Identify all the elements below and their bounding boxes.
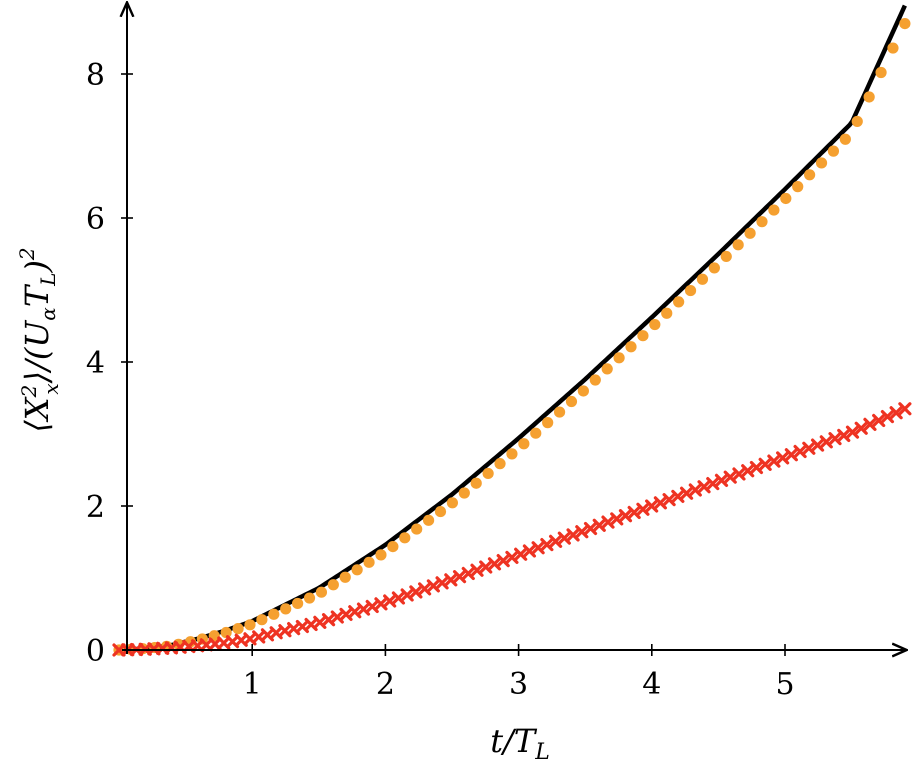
series-dot-point	[339, 571, 351, 583]
series-dot-point	[863, 91, 875, 103]
series-dot-point	[768, 204, 780, 216]
series-x-marker	[880, 409, 895, 424]
series-dot-point	[839, 133, 851, 145]
x-tick-label: 1	[243, 667, 262, 702]
series-dot-point	[649, 318, 661, 331]
x-tick-label: 5	[775, 667, 794, 702]
series-dot-point	[470, 477, 482, 489]
series-dot-point	[482, 467, 494, 480]
series-solid-line	[118, 4, 907, 653]
series-dot-point	[804, 169, 816, 181]
series-x-marker	[889, 406, 903, 420]
y-tick-label: 6	[86, 202, 105, 237]
series-dot-point	[875, 66, 887, 79]
x-axis-title: t/TL	[490, 722, 550, 765]
series-dot-point	[411, 523, 423, 535]
plot-area	[112, 4, 912, 657]
series-x-marker	[837, 428, 851, 443]
series-dot-point	[899, 18, 911, 30]
x-tick-label: 3	[509, 667, 528, 702]
series-dot-point	[708, 262, 720, 274]
series-dot-point	[553, 406, 566, 418]
series-dot-point	[684, 284, 697, 297]
series-dot-point	[756, 216, 768, 228]
series-dot-point	[673, 296, 685, 308]
series-x-marker	[863, 417, 877, 431]
series-dot-point	[815, 157, 828, 169]
series-dot-point	[601, 363, 613, 375]
series-dot-point	[732, 239, 744, 251]
series-x-marker	[898, 402, 912, 416]
series-dot-point	[577, 385, 589, 397]
series-dot-point	[399, 532, 411, 544]
series-dot-point	[315, 586, 328, 598]
series-dot-point	[220, 626, 232, 639]
series-dot-point	[637, 330, 649, 342]
series-dot-point	[494, 458, 506, 470]
series-dot-point	[375, 549, 387, 561]
series-dot-point	[387, 540, 399, 553]
series-dot-point	[506, 448, 518, 460]
series-dot-point	[458, 487, 470, 499]
axis-ticks: 1 2 3 4 5 0 2 4 6 8	[86, 58, 795, 702]
series-dot-point	[780, 192, 792, 205]
series-dot-point	[256, 614, 268, 626]
series-dot-point	[351, 564, 363, 576]
series-dot-point	[280, 603, 292, 615]
series-dot-point	[244, 619, 256, 631]
series-dot-point	[422, 514, 435, 526]
series-dot-point	[661, 307, 673, 319]
series-dot-point	[530, 427, 542, 439]
y-tick-label: 2	[86, 490, 105, 525]
series-dot-point	[887, 42, 899, 54]
series-dot-point	[303, 592, 316, 604]
series-dot-point	[589, 374, 601, 386]
series-dot-point	[292, 597, 304, 610]
y-tick-label: 0	[86, 634, 105, 669]
y-axis-title: ⟨X2x⟩/(UαTL)2	[15, 247, 63, 432]
y-tick-label: 8	[86, 58, 105, 93]
series-x-marker	[854, 421, 868, 435]
series-dot-point	[744, 227, 756, 239]
series-dot-point	[363, 556, 375, 568]
series-dot-point	[696, 273, 709, 285]
x-tick-label: 4	[642, 667, 661, 702]
y-tick-label: 4	[86, 346, 105, 381]
series-dot-point	[827, 145, 840, 157]
series-dot-point	[565, 395, 578, 408]
series-dot-point	[792, 181, 804, 193]
series-dot-point	[613, 352, 625, 364]
series-dot-point	[518, 438, 530, 450]
x-tick-label: 2	[376, 667, 395, 702]
series-dot-point	[446, 497, 459, 509]
series-dot-point	[268, 608, 280, 620]
series-dot-point	[542, 417, 554, 429]
series-dot-point	[327, 579, 339, 591]
series-dot-point	[232, 623, 244, 635]
series-dot-point	[434, 505, 447, 518]
series-dot-point	[625, 341, 637, 353]
series-x-marker	[872, 413, 886, 428]
series-dot-point	[851, 115, 863, 128]
series-x-marker	[845, 425, 860, 439]
series-dot-point	[720, 250, 732, 263]
